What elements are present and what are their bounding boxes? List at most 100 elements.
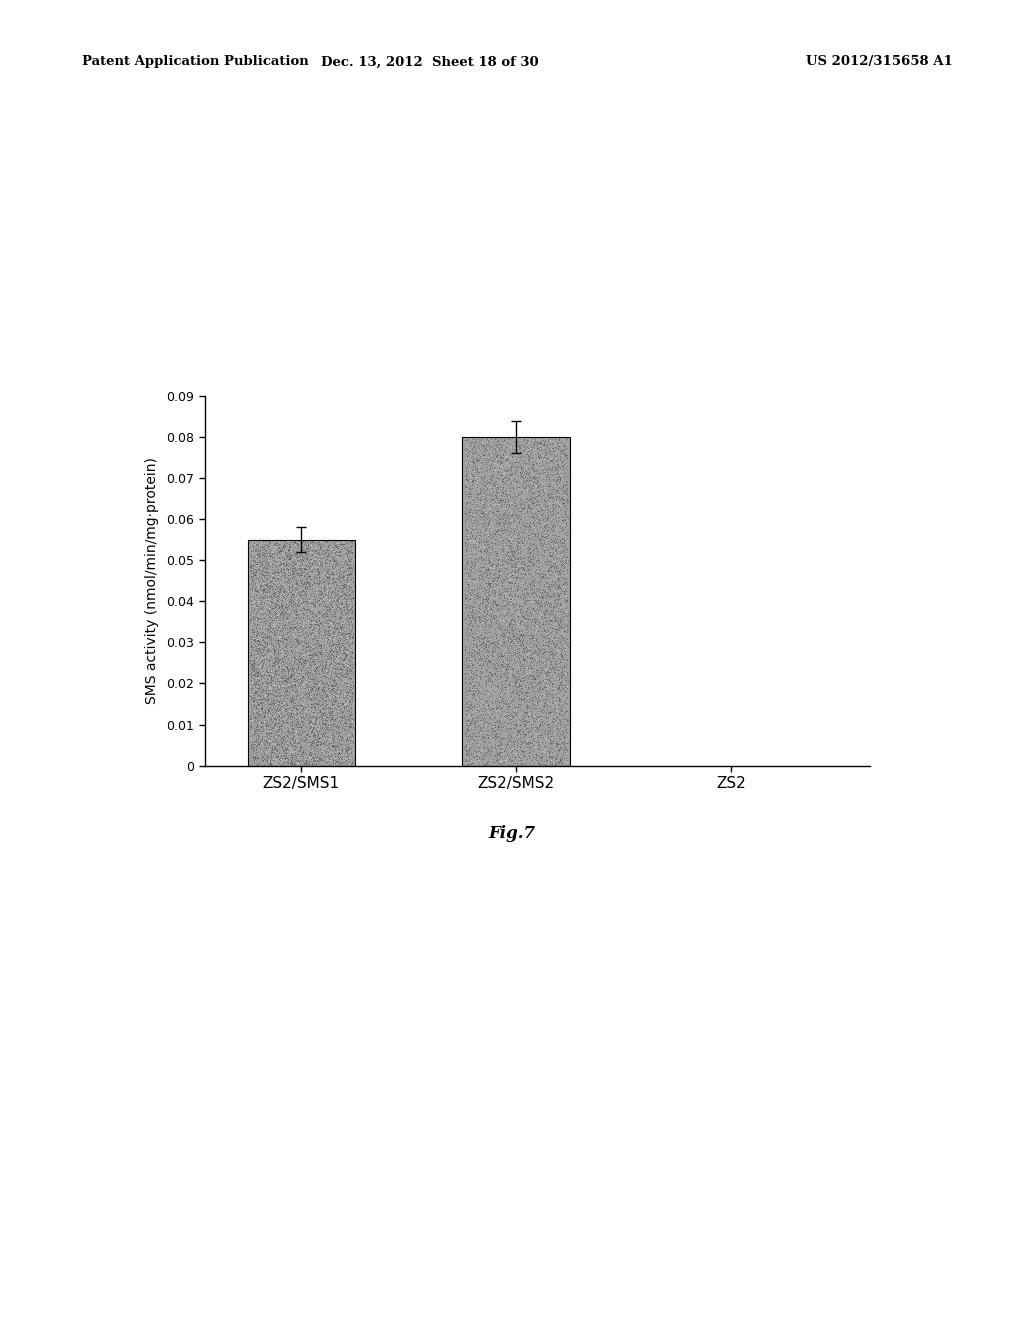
Point bbox=[466, 554, 482, 576]
Point bbox=[475, 684, 492, 705]
Point bbox=[332, 540, 348, 561]
Point bbox=[505, 620, 521, 642]
Point bbox=[318, 581, 335, 602]
Point bbox=[466, 512, 482, 533]
Point bbox=[460, 615, 476, 636]
Point bbox=[513, 457, 529, 478]
Point bbox=[511, 548, 527, 569]
Point bbox=[253, 676, 269, 697]
Point bbox=[473, 545, 489, 566]
Point bbox=[550, 568, 566, 589]
Point bbox=[481, 622, 498, 643]
Point bbox=[528, 731, 545, 752]
Point bbox=[531, 598, 548, 619]
Point bbox=[245, 630, 261, 651]
Point bbox=[307, 723, 324, 744]
Point bbox=[519, 623, 536, 644]
Point bbox=[544, 438, 560, 459]
Point bbox=[518, 433, 535, 454]
Point bbox=[543, 642, 559, 663]
Point bbox=[487, 528, 504, 549]
Point bbox=[328, 663, 344, 684]
Point bbox=[329, 537, 345, 558]
Point bbox=[486, 529, 503, 550]
Point bbox=[555, 622, 571, 643]
Point bbox=[556, 587, 572, 609]
Point bbox=[243, 685, 259, 706]
Point bbox=[316, 623, 333, 644]
Point bbox=[527, 693, 544, 714]
Point bbox=[287, 649, 303, 671]
Point bbox=[303, 751, 319, 772]
Point bbox=[287, 553, 303, 574]
Point bbox=[534, 494, 550, 515]
Point bbox=[326, 700, 342, 721]
Point bbox=[472, 537, 488, 558]
Point bbox=[540, 478, 556, 499]
Point bbox=[340, 548, 356, 569]
Point bbox=[506, 533, 522, 554]
Point bbox=[248, 711, 264, 733]
Point bbox=[539, 624, 555, 645]
Point bbox=[281, 627, 297, 648]
Point bbox=[292, 669, 308, 690]
Point bbox=[505, 614, 521, 635]
Point bbox=[327, 652, 343, 673]
Point bbox=[482, 730, 499, 751]
Point bbox=[543, 692, 559, 713]
Point bbox=[494, 488, 510, 510]
Point bbox=[539, 572, 555, 593]
Point bbox=[464, 656, 480, 677]
Point bbox=[551, 752, 567, 774]
Point bbox=[495, 595, 511, 616]
Point bbox=[253, 649, 269, 671]
Point bbox=[293, 561, 309, 582]
Point bbox=[256, 548, 272, 569]
Point bbox=[312, 746, 329, 767]
Point bbox=[296, 582, 312, 603]
Point bbox=[535, 605, 551, 626]
Point bbox=[341, 743, 357, 764]
Point bbox=[521, 735, 538, 756]
Point bbox=[306, 738, 323, 759]
Point bbox=[284, 574, 300, 595]
Point bbox=[520, 465, 537, 486]
Point bbox=[473, 610, 489, 631]
Point bbox=[528, 523, 545, 544]
Point bbox=[257, 618, 273, 639]
Point bbox=[557, 690, 573, 711]
Point bbox=[333, 537, 349, 558]
Point bbox=[488, 748, 505, 770]
Point bbox=[310, 746, 327, 767]
Point bbox=[509, 598, 525, 619]
Point bbox=[308, 603, 325, 624]
Point bbox=[524, 738, 541, 759]
Point bbox=[462, 660, 478, 681]
Point bbox=[299, 710, 315, 731]
Point bbox=[321, 577, 337, 598]
Point bbox=[524, 751, 541, 772]
Point bbox=[288, 660, 304, 681]
Point bbox=[547, 482, 563, 503]
Point bbox=[286, 709, 302, 730]
Point bbox=[286, 698, 302, 719]
Point bbox=[517, 513, 534, 535]
Point bbox=[257, 573, 273, 594]
Point bbox=[301, 709, 317, 730]
Point bbox=[524, 598, 541, 619]
Point bbox=[559, 445, 575, 466]
Point bbox=[309, 681, 326, 702]
Point bbox=[314, 574, 331, 595]
Point bbox=[276, 628, 293, 649]
Point bbox=[502, 672, 518, 693]
Point bbox=[476, 504, 493, 525]
Point bbox=[519, 583, 536, 605]
Point bbox=[280, 725, 296, 746]
Point bbox=[251, 568, 267, 589]
Point bbox=[460, 622, 476, 643]
Point bbox=[555, 459, 571, 480]
Point bbox=[463, 671, 479, 692]
Point bbox=[483, 593, 500, 614]
Point bbox=[506, 586, 522, 607]
Point bbox=[271, 669, 288, 690]
